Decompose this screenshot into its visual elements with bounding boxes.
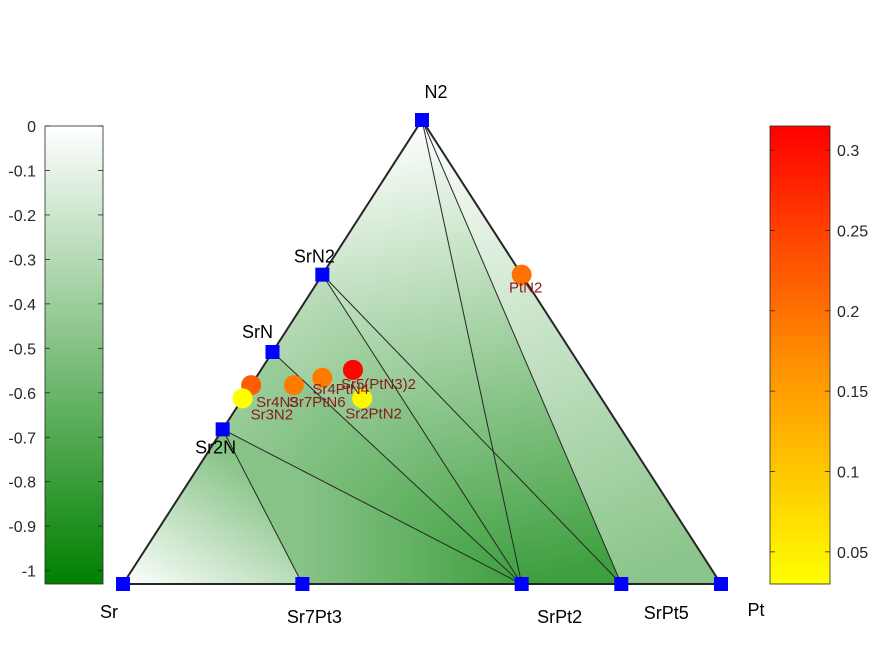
hull-energy-tick-label: -0.5 [8,341,36,358]
hull-energy-tick-label: -0.4 [8,297,36,314]
tie-line [272,351,523,585]
ternary-triangle: PtN2Sr4N3Sr3N2Sr7PtN6Sr4PtN4Sr5(PtN3)2Sr… [100,82,765,627]
above-hull-colorbar-fill [769,125,831,585]
above-hull-tick-label: 0.25 [837,223,868,240]
hull-facet [222,352,522,584]
hull-energy-tick-label: -0.6 [8,386,36,403]
phase-label-srpt5: SrPt5 [644,603,689,623]
above-hull-colorbar: 0.05 0.1 0.15 0.2 0.25 0.3 [769,125,868,585]
hull-energy-tick-label: -1 [22,564,36,581]
unstable-marker-sr4ptn4 [312,367,333,388]
unstable-marker-sr7ptn6 [283,375,304,396]
unstable-label-ptn2: PtN2 [509,280,542,297]
unstable-marker-sr3n2 [232,388,253,409]
unstable-label-sr4ptn4: Sr4PtN4 [312,381,369,398]
hull-energy-colorbar: 0 -0.1 -0.2 -0.3 -0.4 -0.5 -0.6 -0.7 -0.8 -0.9 -1 [8,119,104,585]
hull-energy-tick-label: -0.8 [8,475,36,492]
hull-facets [123,120,721,584]
above-hull-tick-label: 0.1 [837,465,859,482]
stable-marker-srpt5 [614,577,629,591]
unstable-label-sr7ptn6: Sr7PtN6 [289,394,346,411]
hull-energy-tick-label: 0 [27,119,36,136]
stable-marker-srn [265,345,280,359]
hull-energy-colorbar-fill [44,125,104,585]
above-hull-tick-label: 0.2 [837,304,859,321]
above-hull-tick-label: 0.3 [837,143,859,160]
tie-line [421,119,523,585]
hull-energy-tick-label: -0.1 [8,163,36,180]
phase-labels: N2 Sr Pt SrN2 SrN Sr2N Sr7Pt3 SrPt2 SrPt5 [100,82,765,627]
unstable-label-sr3n2: Sr3N2 [251,406,294,423]
hull-energy-tick-label: -0.2 [8,208,36,225]
above-hull-tick-label: 0.15 [837,384,868,401]
hull-facet [123,429,303,584]
phase-label-n2: N2 [424,82,447,102]
tie-line [222,429,303,585]
phase-label-srn: SrN [242,322,273,342]
unstable-marker-sr5-ptn3-2 [342,359,363,380]
above-hull-colorbar-ticks: 0.05 0.1 0.15 0.2 0.25 0.3 [770,143,868,562]
tie-line [321,274,622,585]
hull-energy-tick-label: -0.3 [8,252,36,269]
unstable-label-sr4n3: Sr4N3 [256,394,299,411]
hull-facet [272,274,522,584]
hull-energy-colorbar-ticks: 0 -0.1 -0.2 -0.3 -0.4 -0.5 -0.6 -0.7 -0.8 -0.9 -1 [8,119,103,581]
hull-facet [322,120,522,584]
hull-energy-tick-label: -0.9 [8,519,36,536]
stable-marker-srn2 [315,267,330,282]
unstable-marker-sr2ptn2 [352,388,373,409]
tie-lines [222,119,622,585]
unstable-marker-ptn2 [511,264,532,285]
stable-marker-n2 [415,113,429,127]
tie-line [321,274,523,585]
stable-phase-markers [116,113,728,591]
phase-label-sr7pt3: Sr7Pt3 [287,607,342,627]
phase-label-sr2n: Sr2N [195,437,236,457]
hull-energy-tick-label: -0.7 [8,430,36,447]
stable-marker-sr2n [215,422,230,437]
tie-line [222,428,522,585]
stable-marker-sr [116,577,130,591]
stable-marker-pt [714,577,728,591]
phase-label-pt: Pt [747,600,764,620]
phase-label-sr: Sr [100,602,118,622]
unstable-label-sr5-ptn3-2: Sr5(PtN3)2 [341,376,416,393]
tie-line [421,119,622,585]
above-hull-tick-label: 0.05 [837,545,868,562]
stable-marker-srpt2 [514,577,529,591]
phase-label-srn2: SrN2 [294,247,335,267]
phase-label-srpt2: SrPt2 [537,607,582,627]
stable-marker-sr7pt3 [295,577,310,591]
unstable-label-sr2ptn2: Sr2PtN2 [345,405,402,422]
